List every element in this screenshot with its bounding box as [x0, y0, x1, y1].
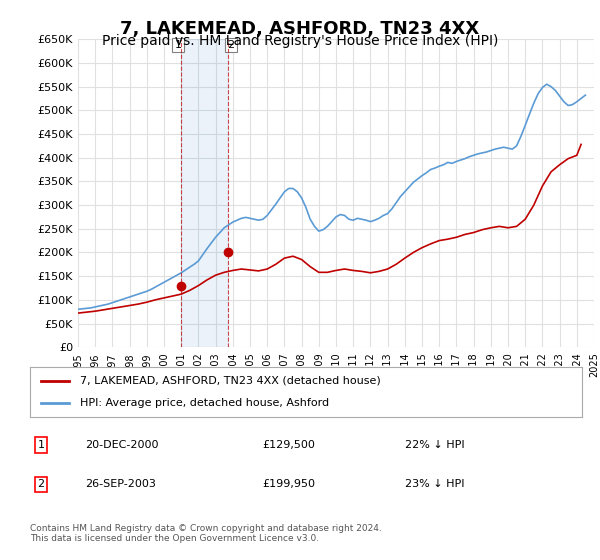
- Text: HPI: Average price, detached house, Ashford: HPI: Average price, detached house, Ashf…: [80, 398, 329, 408]
- Text: Contains HM Land Registry data © Crown copyright and database right 2024.
This d: Contains HM Land Registry data © Crown c…: [30, 524, 382, 543]
- Text: £129,500: £129,500: [262, 440, 315, 450]
- Text: 26-SEP-2003: 26-SEP-2003: [85, 479, 156, 489]
- Text: 2: 2: [37, 479, 44, 489]
- Text: 7, LAKEMEAD, ASHFORD, TN23 4XX: 7, LAKEMEAD, ASHFORD, TN23 4XX: [121, 20, 479, 38]
- Text: £199,950: £199,950: [262, 479, 315, 489]
- Text: 20-DEC-2000: 20-DEC-2000: [85, 440, 158, 450]
- Text: 23% ↓ HPI: 23% ↓ HPI: [406, 479, 465, 489]
- Text: 22% ↓ HPI: 22% ↓ HPI: [406, 440, 465, 450]
- Text: Price paid vs. HM Land Registry's House Price Index (HPI): Price paid vs. HM Land Registry's House …: [102, 34, 498, 48]
- Text: 1: 1: [38, 440, 44, 450]
- Bar: [181, 39, 228, 347]
- Text: 2: 2: [227, 40, 234, 50]
- Text: 1: 1: [175, 40, 182, 50]
- Text: 7, LAKEMEAD, ASHFORD, TN23 4XX (detached house): 7, LAKEMEAD, ASHFORD, TN23 4XX (detached…: [80, 376, 380, 386]
